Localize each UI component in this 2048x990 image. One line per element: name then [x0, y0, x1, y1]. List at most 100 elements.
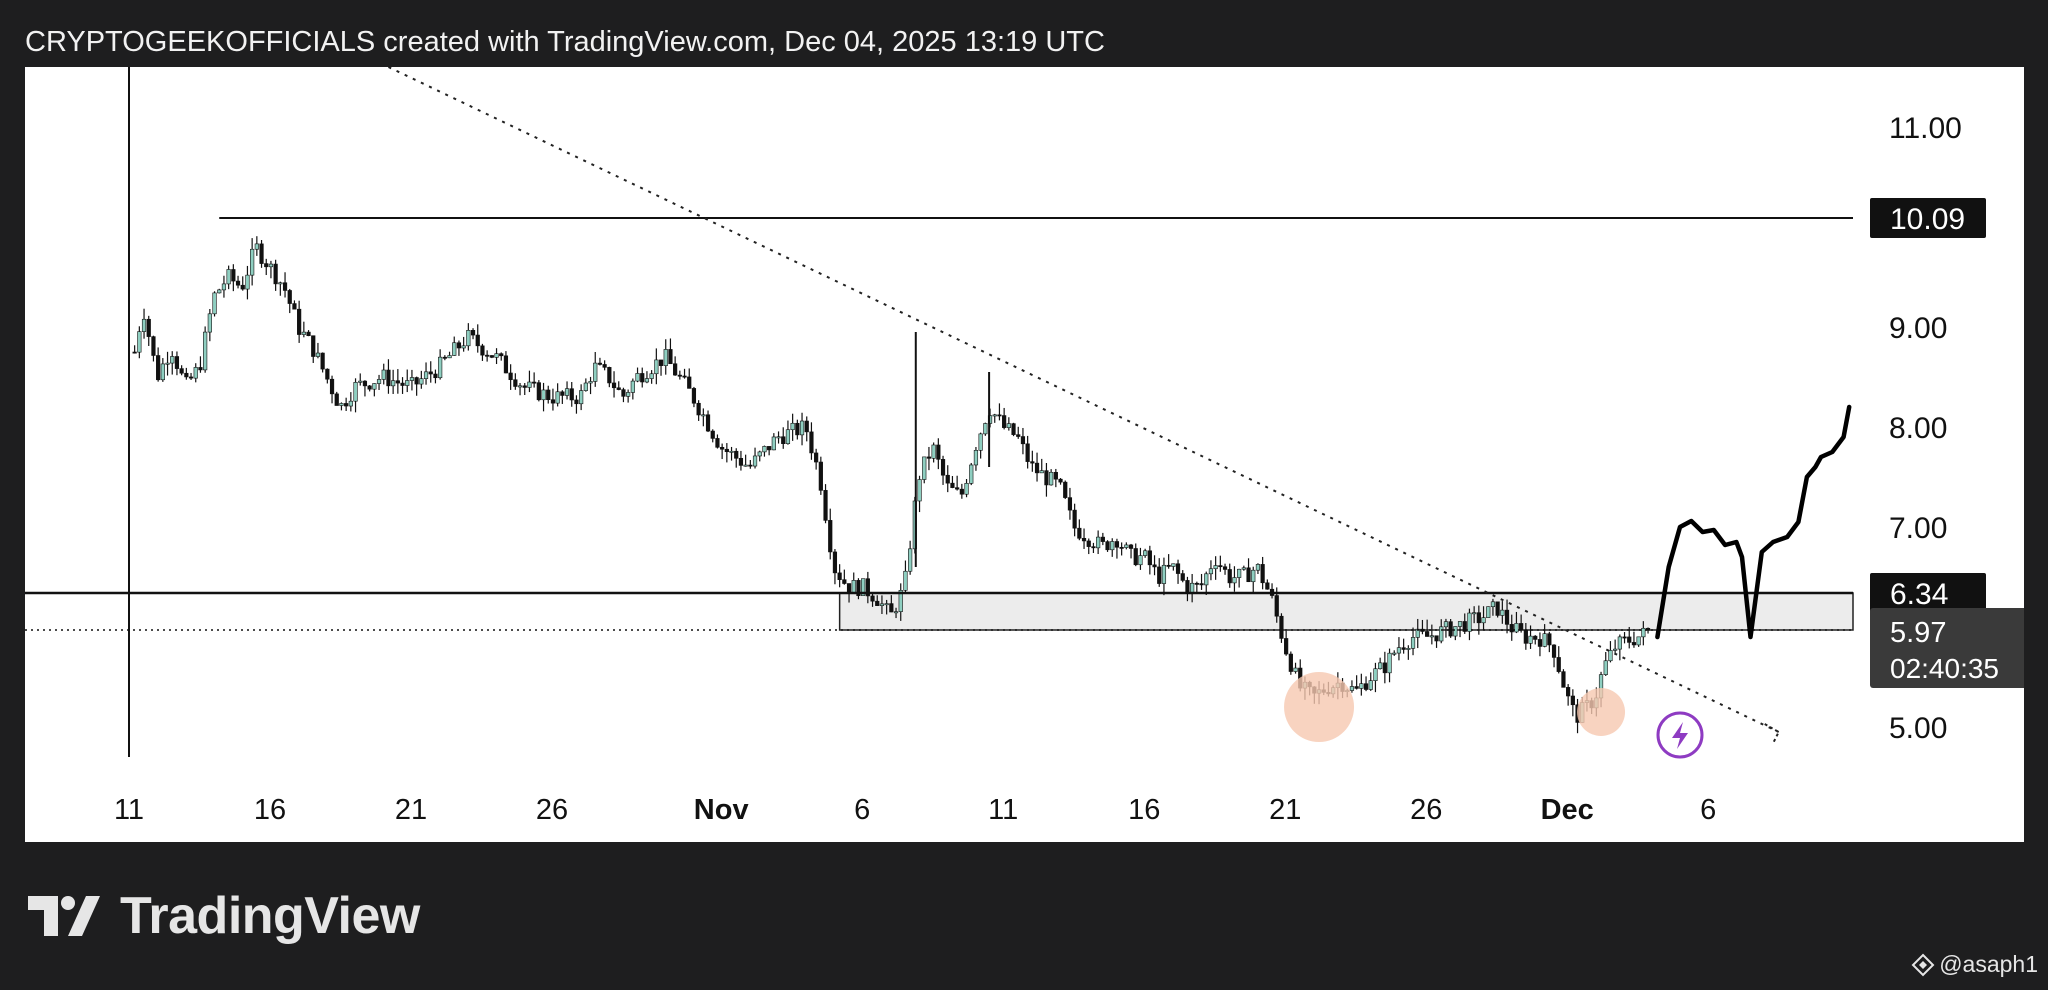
x-tick-label: Dec — [1541, 794, 1594, 826]
candle-body — [391, 380, 396, 387]
x-tick-label: 11 — [988, 794, 1018, 826]
candle-body — [1514, 623, 1519, 633]
candle-body — [644, 378, 650, 383]
candle-body — [1495, 601, 1500, 616]
binance-diamond-icon — [1911, 953, 1935, 976]
candle-body — [146, 318, 151, 337]
candle-body — [767, 446, 772, 451]
candle-body — [226, 269, 231, 285]
candle-body — [1265, 582, 1270, 590]
candle-body — [1030, 461, 1035, 464]
x-tick-label: 11 — [114, 794, 144, 826]
candle-body — [940, 459, 946, 476]
candle-body — [771, 436, 776, 451]
candle-body — [1504, 609, 1510, 625]
y-tick-label: 9.00 — [1889, 312, 1947, 345]
candle-body — [414, 377, 419, 385]
candle-body — [757, 451, 762, 457]
x-tick-label: 6 — [1700, 794, 1716, 826]
candle-body — [207, 313, 212, 333]
chart-panel[interactable]: 10.09 6.34 5.97 02:40:35 11.00 9.00 8.00 7.00 5.… — [25, 67, 2024, 842]
candle-body — [1114, 541, 1120, 548]
candle-body — [1410, 637, 1416, 649]
candle-body — [1349, 686, 1355, 691]
candle-body — [654, 359, 659, 375]
candle-body — [428, 371, 433, 375]
candle-body — [870, 595, 875, 602]
candle-body — [1528, 635, 1533, 644]
candle-body — [1523, 629, 1528, 644]
candle-body — [184, 372, 189, 378]
candle-body — [889, 603, 894, 613]
candle-body — [235, 280, 241, 286]
candle-body — [1631, 642, 1637, 646]
x-tick-label: 16 — [254, 794, 286, 826]
candle-body — [1288, 653, 1293, 672]
candle-body — [785, 429, 791, 444]
candle-body — [1204, 573, 1209, 586]
highlight-circle — [1284, 672, 1355, 742]
x-tick-label: 6 — [854, 794, 870, 826]
candle-body — [560, 391, 565, 396]
candle-body — [282, 282, 288, 291]
candle-body — [475, 334, 480, 347]
candle-body — [1194, 582, 1199, 585]
candle-body — [799, 420, 805, 436]
candle-body — [315, 352, 321, 357]
candle-body — [1500, 609, 1505, 616]
candle-body — [865, 578, 870, 597]
candle-body — [536, 382, 541, 401]
candle-body — [1396, 647, 1402, 654]
candle-body — [456, 342, 462, 349]
candle-body — [1453, 626, 1458, 637]
candle-body — [400, 382, 405, 386]
candle-body — [541, 389, 546, 401]
candle-body — [499, 353, 504, 357]
candle-body — [254, 243, 259, 250]
candle-body — [1143, 550, 1148, 556]
candle-body — [231, 269, 236, 282]
candle-body — [879, 603, 885, 606]
candle-body — [818, 461, 823, 491]
candle-body — [790, 422, 795, 431]
candle-body — [776, 436, 781, 439]
candle-body — [922, 456, 927, 480]
candle-body — [1472, 612, 1477, 615]
candle-body — [1053, 471, 1058, 480]
candle-body — [1415, 628, 1420, 638]
candle-body — [409, 377, 415, 381]
candle-body — [1481, 617, 1486, 624]
price-chart[interactable]: 10.09 6.34 5.97 02:40:35 11.00 9.00 8.00 7.00 5.… — [25, 67, 2024, 842]
candle-body — [1636, 636, 1641, 646]
candle-body — [1175, 563, 1181, 574]
candle-body — [278, 282, 283, 285]
candle-body — [1462, 621, 1467, 632]
candle-body — [762, 446, 767, 453]
candle-body — [550, 399, 556, 404]
candle-body — [395, 380, 400, 384]
candle-body — [141, 318, 147, 332]
candle-body — [687, 376, 692, 389]
candle-body — [344, 403, 349, 407]
candle-body — [160, 363, 165, 381]
candle-body — [884, 603, 889, 606]
candle-body — [522, 385, 527, 388]
candle-body — [1274, 595, 1279, 617]
candle-body — [555, 391, 560, 404]
candle-body — [156, 355, 161, 381]
candle-body — [1401, 647, 1406, 650]
x-tick-label: Nov — [694, 794, 749, 826]
candle-body — [170, 356, 175, 364]
candle-body — [151, 336, 156, 356]
candle-body — [1613, 648, 1618, 651]
candle-body — [851, 580, 856, 594]
candle-body — [1373, 668, 1378, 681]
candle-body — [673, 363, 678, 376]
candle-body — [438, 356, 443, 379]
candle-body — [287, 290, 292, 304]
candle-body — [640, 373, 645, 383]
candle-body — [1533, 635, 1538, 640]
candle-body — [1034, 462, 1040, 474]
candle-body — [1363, 683, 1369, 690]
candle-body — [1227, 569, 1232, 584]
